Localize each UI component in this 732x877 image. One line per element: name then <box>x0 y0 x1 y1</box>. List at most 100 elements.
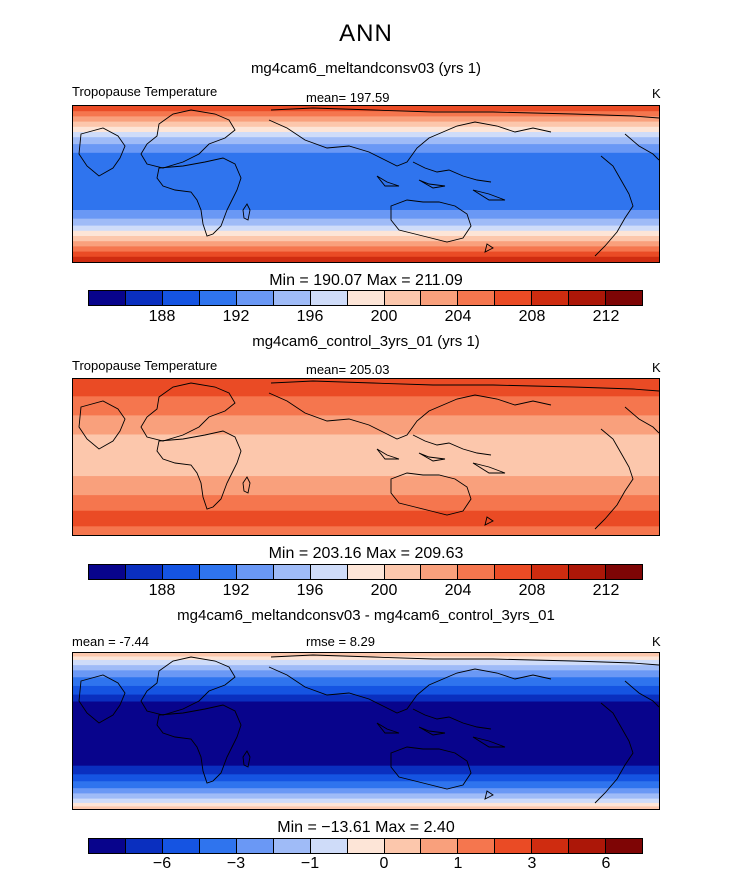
contour-band <box>73 246 659 253</box>
colorbar-swatch <box>236 839 274 853</box>
colorbar-swatch <box>347 291 385 305</box>
contour-band <box>73 495 659 512</box>
panel-1-colorbar <box>88 290 643 306</box>
colorbar-tick: 212 <box>592 308 620 325</box>
coastline <box>140 109 236 169</box>
colorbar-swatch <box>125 291 163 305</box>
contour-band <box>73 653 659 657</box>
coastline <box>412 161 492 183</box>
coastline <box>376 175 400 187</box>
coastline <box>270 654 659 666</box>
contour-band <box>73 415 659 435</box>
colorbar-swatch <box>458 839 496 853</box>
contour-band <box>73 798 659 804</box>
contour-band <box>73 793 659 800</box>
panel-3-colorbar <box>88 838 643 854</box>
colorbar-swatch <box>273 291 311 305</box>
panel-3-units: K <box>652 634 661 649</box>
colorbar-swatch <box>162 565 200 579</box>
coastline <box>78 400 126 450</box>
contour-band <box>73 396 659 416</box>
coastline <box>390 199 472 243</box>
coastline <box>390 746 472 790</box>
coastline <box>594 155 634 257</box>
colorbar-swatch <box>125 839 163 853</box>
contour-band <box>73 701 659 767</box>
panel-2-title: mg4cam6_control_3yrs_01 (yrs 1) <box>252 333 480 350</box>
coastline <box>270 107 659 119</box>
colorbar-tick: 188 <box>148 582 176 599</box>
contour-band <box>73 236 659 242</box>
coastline <box>242 750 251 768</box>
colorbar-swatch <box>495 839 533 853</box>
colorbar-swatch <box>310 565 348 579</box>
coastline <box>484 243 494 253</box>
contour-band <box>73 126 659 133</box>
coastline <box>376 448 400 460</box>
contour-band <box>73 802 659 807</box>
panel-2-minmax: Min = 203.16 Max = 209.63 <box>268 545 464 562</box>
panel-1-title: mg4cam6_meltandconsv03 (yrs 1) <box>250 60 482 77</box>
panel-3-rmse: rmse = 8.29 <box>306 634 376 649</box>
panel-3-mean: mean = -7.44 <box>72 634 149 649</box>
colorbar-swatch <box>569 565 607 579</box>
contour-band <box>73 685 659 696</box>
contour-band <box>73 111 659 117</box>
panel-2-variable: Tropopause Temperature <box>72 358 218 373</box>
contour-band <box>73 781 659 789</box>
colorbar-swatch <box>310 839 348 853</box>
colorbar-swatch <box>532 565 570 579</box>
coastline <box>242 476 251 494</box>
colorbar-swatch <box>310 291 348 305</box>
colorbar-swatch <box>273 839 311 853</box>
coastline <box>268 392 552 440</box>
colorbar-swatch <box>273 565 311 579</box>
colorbar-swatch <box>236 291 274 305</box>
contour-band <box>73 659 659 666</box>
panel-3-title: mg4cam6_meltandconsv03 - mg4cam6_control… <box>177 607 555 624</box>
contour-band <box>73 476 659 496</box>
coastline <box>472 189 506 201</box>
contour-band <box>73 241 659 247</box>
colorbar-swatch <box>495 291 533 305</box>
colorbar-tick: 6 <box>601 855 611 872</box>
colorbar-swatch <box>384 291 422 305</box>
colorbar-swatch <box>569 291 607 305</box>
colorbar-swatch <box>347 565 385 579</box>
colorbar-tick: −3 <box>226 855 246 872</box>
colorbar-swatch <box>532 291 570 305</box>
coastline <box>594 702 634 804</box>
contour-band <box>73 526 659 535</box>
contour-band <box>73 806 659 809</box>
panel-1-minmax: Min = 190.07 Max = 211.09 <box>269 272 463 289</box>
contour-band <box>73 665 659 671</box>
colorbar-swatch <box>125 565 163 579</box>
colorbar-swatch <box>606 839 643 853</box>
panel-2-units: K <box>652 360 661 375</box>
coastline <box>268 119 552 167</box>
coastline <box>242 203 251 221</box>
colorbar-swatch <box>421 565 459 579</box>
coastline <box>140 382 236 442</box>
panel-1-units: K <box>652 86 661 101</box>
map-plot <box>73 106 659 262</box>
colorbar-tick: 204 <box>444 582 472 599</box>
contour-band <box>73 256 659 262</box>
contour-band <box>73 106 659 112</box>
coastline <box>418 179 446 189</box>
colorbar-swatch <box>162 839 200 853</box>
contour-band <box>73 670 659 678</box>
colorbar-tick: 200 <box>370 308 398 325</box>
colorbar-tick: 1 <box>453 855 463 872</box>
colorbar-tick: 196 <box>296 308 324 325</box>
contour-band <box>73 144 659 154</box>
contour-band <box>73 677 659 687</box>
colorbar-swatch <box>532 839 570 853</box>
colorbar-swatch <box>569 839 607 853</box>
contour-band <box>73 510 659 527</box>
coastline <box>140 656 236 716</box>
coastline <box>156 157 242 237</box>
colorbar-swatch <box>347 839 385 853</box>
map-plot <box>73 379 659 535</box>
colorbar-swatch <box>89 839 126 853</box>
